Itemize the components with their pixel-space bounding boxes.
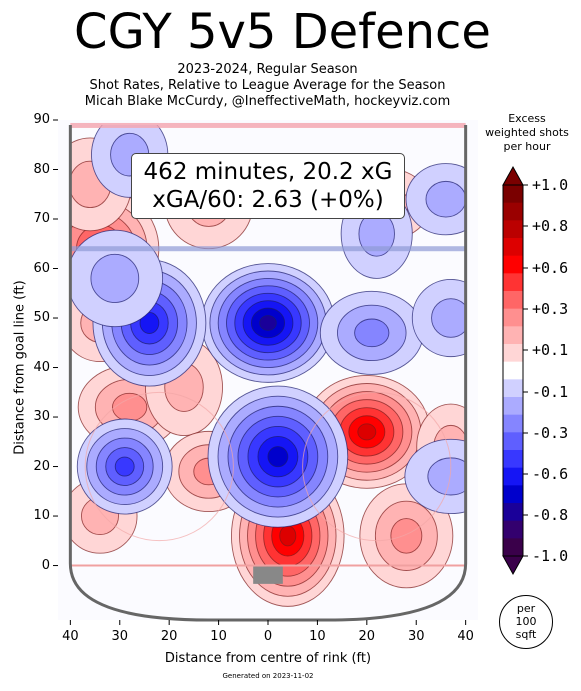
colorbar-title-line: per hour [503,140,551,153]
unit-line: sqft [515,628,537,641]
heat-blob [411,278,466,358]
colorbar-segment [503,450,523,469]
colorbar-segment [503,485,523,504]
colorbar-segment [503,520,523,539]
colorbar-segment [503,361,523,380]
colorbar-title: Excess weighted shots per hour [477,112,577,154]
stats-minutes-xg: 462 minutes, 20.2 xG [143,159,393,185]
unit-line: 100 [515,615,537,628]
y-tick-label: 90 [33,112,50,127]
colorbar-tick-label: +1.0 [532,176,569,194]
colorbar-segment [503,238,523,257]
y-tick-label: 0 [41,557,50,573]
x-tick-label: 40 [457,629,474,644]
x-tick-label: 30 [407,629,425,644]
x-tick-label: 20 [358,629,376,644]
axes [53,119,467,625]
y-tick-label: 50 [33,310,50,326]
faceoff-circle-left [84,391,234,542]
colorbar-tick-label: -0.3 [532,424,569,442]
colorbar-segment [503,467,523,486]
contour-band [112,392,148,422]
colorbar-segment [503,379,523,398]
colorbar-segment [503,291,523,310]
y-tick-label: 20 [33,458,50,474]
contour-band [427,457,466,496]
colorbar-segment [503,273,523,292]
colorbar-segment [503,344,523,363]
colorbar-segment [503,326,523,345]
subtitle-description: Shot Rates, Relative to League Average f… [89,78,446,93]
contour-band [357,423,377,441]
faceoff-circle-right [302,391,452,542]
colorbar-title-line: weighted shots [485,126,569,139]
unit-badge: per 100 sqft [499,595,553,649]
colorbar-tick-label: +0.1 [532,341,569,359]
colorbar-segment [503,308,523,327]
colorbar-top-arrow [502,165,524,186]
colorbar-segment [503,503,523,522]
colorbar-bottom-arrow [502,555,524,576]
colorbar-frame [502,184,524,557]
x-tick-label: 40 [62,629,79,644]
blue-line [70,246,466,252]
colorbar-tick-label: +0.8 [532,217,569,235]
contour-band [425,180,466,218]
contour-band [390,518,423,554]
colorbar-segment [503,255,523,274]
contour-band [431,298,466,338]
heat-blob [405,163,466,236]
generated-date: Generated on 2023-11-02 [222,672,314,680]
colorbar-segment [503,538,523,557]
stats-xga-rate: xGA/60: 2.63 (+0%) [152,187,384,213]
goal-net [253,566,283,584]
colorbar-segment [503,220,523,239]
heat-blob [201,263,335,383]
colorbar-segment [503,432,523,451]
heat-blob [76,418,173,515]
chart-title: CGY 5v5 Defence [74,4,491,60]
heat-blob [319,290,424,375]
colorbar-tick-label: -0.6 [532,465,569,483]
colorbar-segment [503,202,523,221]
y-tick-label: 70 [33,211,50,226]
stats-box: 462 minutes, 20.2 xG xGA/60: 2.63 (+0%) [131,153,405,219]
x-tick-label: 10 [309,629,326,644]
x-tick-label: 30 [111,629,129,644]
y-tick-label: 40 [33,359,50,375]
y-tick-label: 80 [33,161,50,177]
subtitle-season: 2023-2024, Regular Season [177,62,358,77]
contour-band [114,456,135,477]
colorbar-tick-label: -1.0 [532,547,569,565]
y-tick-label: 30 [33,409,50,425]
colorbar-segment [503,185,523,204]
heat-blob [207,385,349,528]
colorbar-tick-label: +0.3 [532,300,569,318]
colorbar-tick-label: -0.1 [532,383,569,401]
x-tick-label: 10 [210,629,227,644]
y-tick-label: 10 [33,508,50,524]
contour-band [267,446,289,468]
heat-blob [70,229,164,328]
x-tick-label: 0 [263,629,273,644]
contour-band [279,525,297,547]
heat-blob [404,438,466,515]
contour-band [90,253,140,303]
colorbar-tick-label: -0.8 [532,506,569,524]
contour-band [354,318,390,348]
x-axis-label: Distance from centre of rink (ft) [164,651,372,666]
unit-line: per [516,602,536,615]
y-tick-label: 60 [33,260,50,276]
contour-band [259,315,277,331]
red-line [70,122,466,128]
colorbar-segment [503,414,523,433]
colorbar-tick-label: +0.6 [532,259,569,277]
contour-band [139,312,160,334]
colorbar [502,165,528,576]
colorbar-segment [503,397,523,416]
x-tick-label: 20 [160,629,178,644]
colorbar-title-line: Excess [508,112,546,125]
subtitle-author: Micah Blake McCurdy, @IneffectiveMath, h… [84,94,451,109]
